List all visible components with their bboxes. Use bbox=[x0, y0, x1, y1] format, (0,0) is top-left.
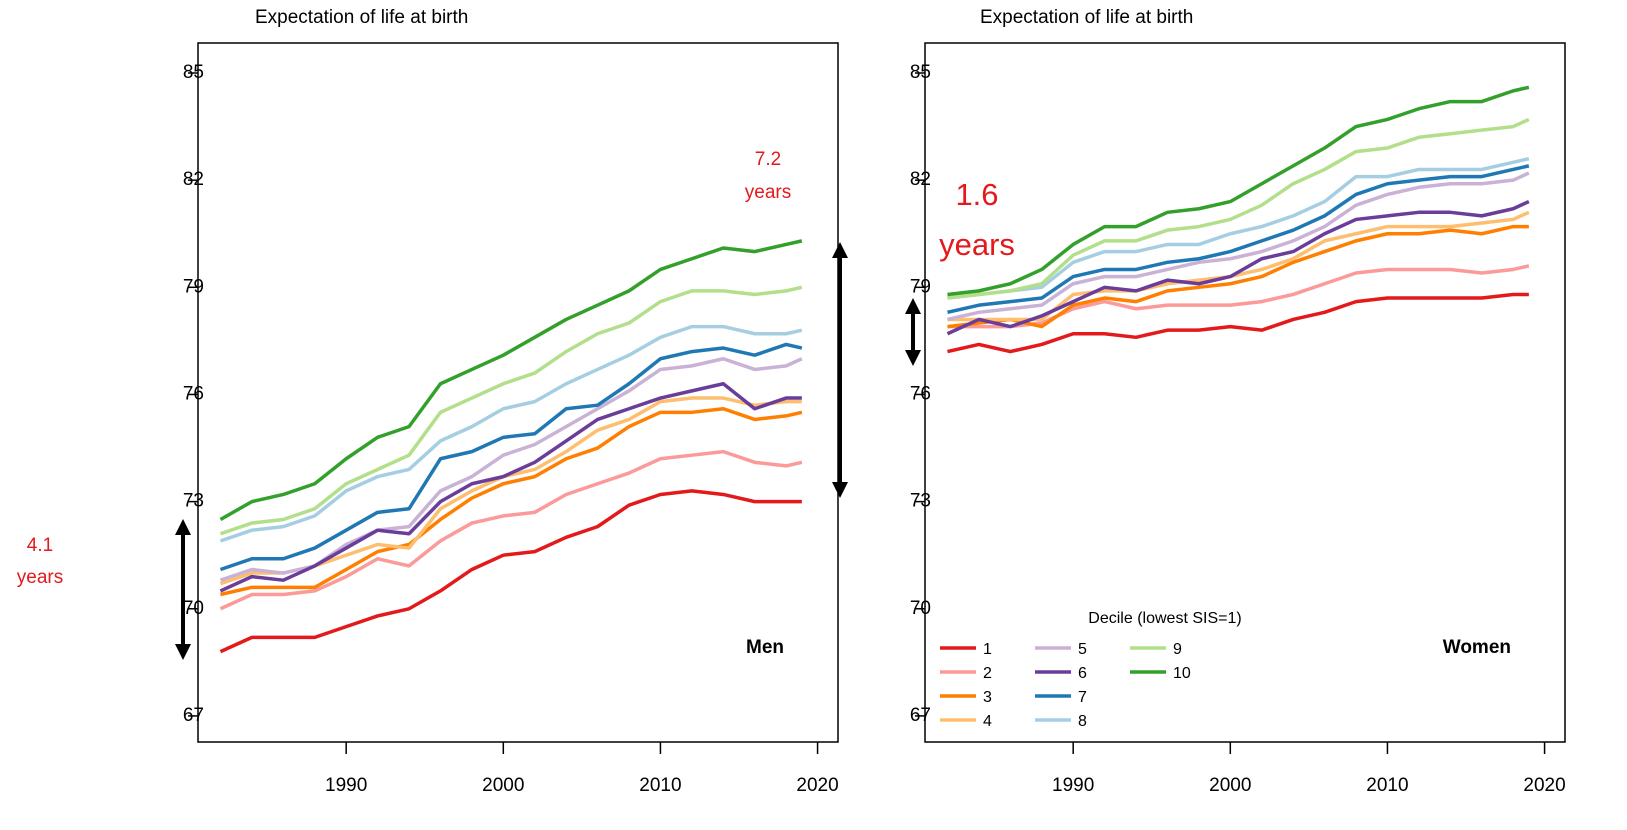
y-tick-label: 82 bbox=[910, 169, 931, 190]
y-tick-label: 67 bbox=[910, 705, 931, 726]
line-series bbox=[219, 324, 803, 543]
x-tick-label: 1990 bbox=[325, 775, 367, 796]
y-tick-label: 70 bbox=[183, 598, 204, 619]
legend-label: 6 bbox=[1078, 665, 1087, 682]
x-tick-label: 2000 bbox=[1209, 775, 1251, 796]
y-tick-label: 79 bbox=[183, 276, 204, 297]
plot-frame bbox=[197, 42, 839, 743]
legend-label: 2 bbox=[983, 665, 992, 682]
line-series bbox=[946, 199, 1530, 336]
y-tick-label: 67 bbox=[183, 705, 204, 726]
x-tick-label: 1990 bbox=[1052, 775, 1094, 796]
y-tick-label: 85 bbox=[183, 62, 204, 83]
legend-label: 7 bbox=[1078, 689, 1087, 706]
line-series bbox=[947, 85, 1530, 297]
line-series bbox=[219, 342, 803, 572]
legend-label: 5 bbox=[1078, 641, 1087, 658]
y-tick-label: 76 bbox=[910, 383, 931, 404]
annotation: years bbox=[939, 227, 1015, 262]
line-series bbox=[219, 381, 802, 593]
x-tick-label: 2020 bbox=[796, 775, 838, 796]
line-series bbox=[219, 356, 803, 582]
panel-label: Men bbox=[746, 637, 784, 658]
chart-title: Expectation of life at birth bbox=[980, 7, 1193, 28]
legend-label: 10 bbox=[1173, 665, 1191, 682]
y-tick-label: 73 bbox=[910, 491, 931, 512]
line-series bbox=[219, 239, 803, 521]
y-tick-label: 85 bbox=[910, 62, 931, 83]
legend-label: 8 bbox=[1078, 713, 1087, 730]
annotation: years bbox=[745, 182, 791, 203]
line-series bbox=[947, 164, 1530, 315]
line-series bbox=[219, 489, 802, 654]
legend-label: 1 bbox=[983, 641, 992, 658]
legend-label: 3 bbox=[983, 689, 992, 706]
y-tick-label: 70 bbox=[910, 598, 931, 619]
x-tick-label: 2010 bbox=[639, 775, 681, 796]
line-series bbox=[220, 407, 803, 597]
line-series bbox=[947, 157, 1530, 300]
annotation: 4.1 bbox=[27, 535, 53, 556]
line-series bbox=[947, 224, 1529, 329]
y-tick-label: 76 bbox=[183, 383, 204, 404]
annotation: years bbox=[17, 567, 63, 588]
panel-label: Women bbox=[1443, 637, 1511, 658]
chart-title: Expectation of life at birth bbox=[255, 7, 468, 28]
line-series bbox=[947, 171, 1530, 322]
line-series bbox=[947, 117, 1530, 300]
y-tick-label: 73 bbox=[183, 491, 204, 512]
y-tick-label: 82 bbox=[183, 169, 204, 190]
annotation: 1.6 bbox=[955, 177, 998, 212]
legend-label: 4 bbox=[983, 713, 992, 730]
line-series bbox=[947, 264, 1530, 329]
line-series bbox=[219, 449, 803, 611]
y-tick-label: 79 bbox=[910, 276, 931, 297]
legend-title: Decile (lowest SIS=1) bbox=[1088, 610, 1241, 627]
legend-label: 9 bbox=[1173, 641, 1182, 658]
line-series bbox=[947, 292, 1529, 354]
x-tick-label: 2010 bbox=[1366, 775, 1408, 796]
x-tick-label: 2020 bbox=[1523, 775, 1565, 796]
plot-frame bbox=[924, 42, 1566, 743]
x-tick-label: 2000 bbox=[482, 775, 524, 796]
line-series bbox=[219, 285, 803, 536]
annotation: 7.2 bbox=[755, 149, 781, 170]
